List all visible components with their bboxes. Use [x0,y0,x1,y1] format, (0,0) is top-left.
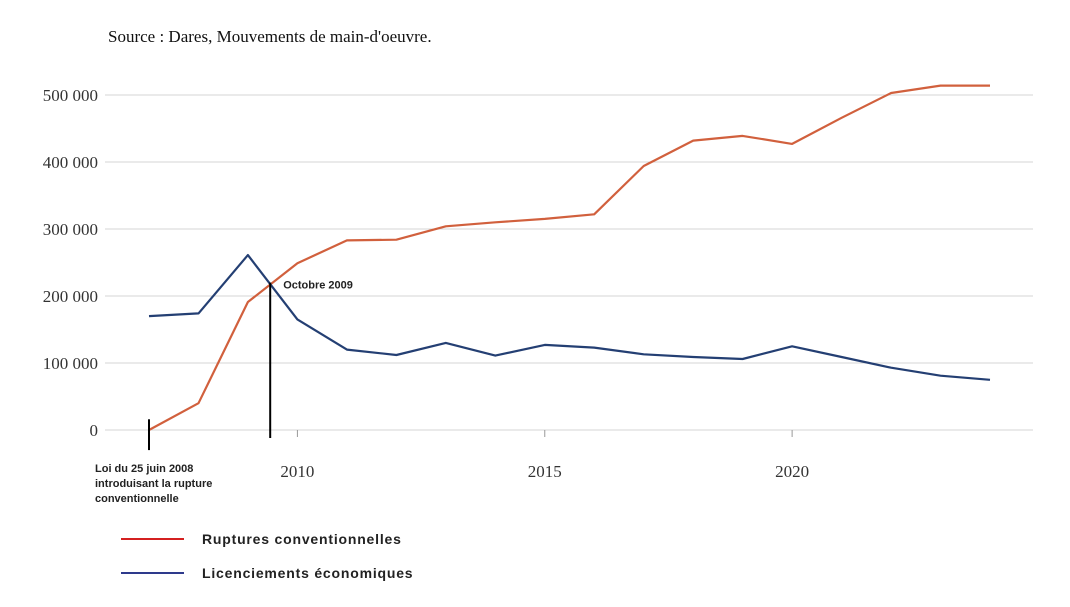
annotation-text-oct2009: Octobre 2009 [283,280,353,292]
series-lines [148,84,991,431]
series-line-ruptures-conventionnelles [148,84,990,431]
y-tick-label: 400 000 [43,153,98,172]
y-tick-label: 500 000 [43,86,98,105]
annotations: Loi du 25 juin 2008 introduisant la ruptu… [95,280,353,505]
x-tick-label: 2015 [528,462,562,481]
y-axis-tick-labels: 0 100 000 200 000 300 000 400 000 500 000 [43,86,98,440]
y-tick-label: 300 000 [43,220,98,239]
annotation-text-law: Loi du 25 juin 2008 [95,463,193,475]
legend: Ruptures conventionnelles Licenciements é… [121,531,413,581]
y-tick-label: 200 000 [43,287,98,306]
x-tick-label: 2010 [280,462,314,481]
x-tick-label: 2020 [775,462,809,481]
grid-lines [105,94,1033,431]
x-axis-tick-labels: 2010 2015 2020 [280,430,809,481]
annotation-text-law: introduisant la rupture [95,478,212,490]
series-line-licenciements-economiques [148,254,991,381]
y-tick-label: 0 [90,421,99,440]
annotation-text-law: conventionnelle [95,493,179,505]
legend-label: Licenciements économiques [202,565,413,581]
legend-label: Ruptures conventionnelles [202,531,402,547]
y-tick-label: 100 000 [43,354,98,373]
chart-source: Source : Dares, Mouvements de main-d'oeu… [108,27,432,46]
